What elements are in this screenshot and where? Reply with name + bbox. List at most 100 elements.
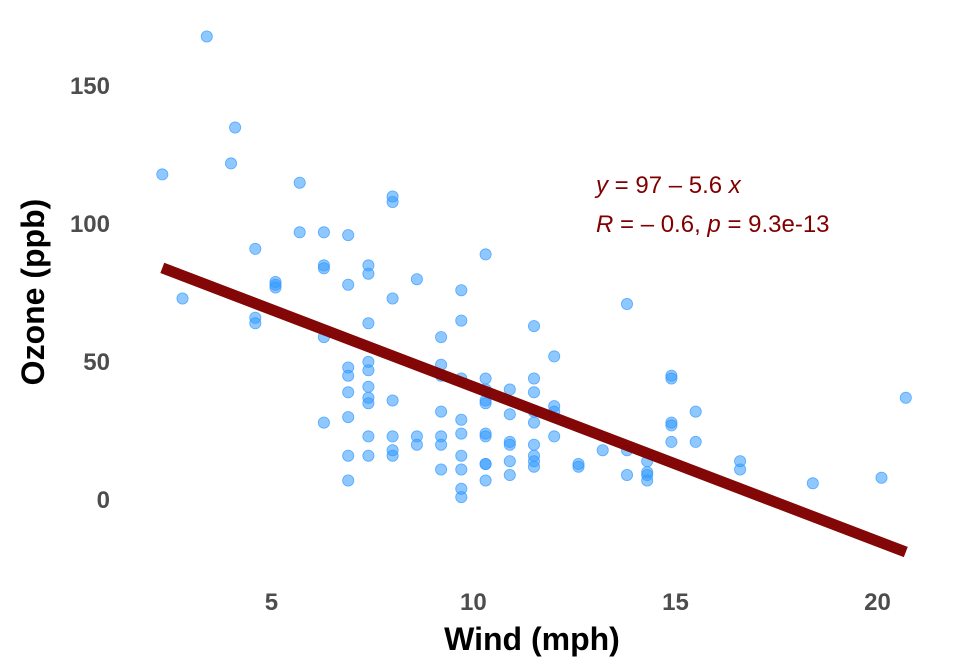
data-point — [479, 457, 492, 470]
data-point — [362, 267, 375, 280]
data-point — [621, 297, 634, 310]
data-point — [229, 121, 242, 134]
y-tick-label: 100 — [70, 211, 110, 238]
data-point — [410, 438, 423, 451]
data-point — [362, 449, 375, 462]
data-point — [665, 372, 678, 385]
data-point — [548, 350, 561, 363]
data-point — [528, 416, 541, 429]
data-point — [176, 292, 189, 305]
stats-r-symbol: R — [596, 211, 613, 238]
data-point — [455, 413, 468, 426]
data-point — [317, 226, 330, 239]
data-point — [293, 226, 306, 239]
data-point — [342, 229, 355, 242]
data-point — [455, 449, 468, 462]
data-point — [249, 242, 262, 255]
data-point — [249, 317, 262, 330]
data-point — [479, 248, 492, 261]
data-point — [528, 438, 541, 451]
data-point — [386, 394, 399, 407]
data-point — [156, 168, 169, 181]
data-point — [806, 477, 819, 490]
data-point — [362, 317, 375, 330]
stats-r-value: = – 0.6, — [613, 211, 707, 238]
data-point — [386, 195, 399, 208]
data-point — [875, 471, 888, 484]
data-point — [362, 430, 375, 443]
data-point — [342, 386, 355, 399]
x-axis-title: Wind (mph) — [444, 621, 620, 657]
y-axis-ticks: 0 50 100 150 — [70, 73, 110, 514]
x-tick-label: 15 — [662, 589, 689, 616]
data-point — [528, 372, 541, 385]
stats-p-symbol: p — [706, 211, 720, 238]
data-point — [435, 405, 448, 418]
y-tick-label: 0 — [97, 487, 110, 514]
data-point — [596, 444, 609, 457]
regression-equation: y = 97 – 5.6 x — [594, 172, 742, 199]
data-point — [455, 491, 468, 504]
data-point — [665, 435, 678, 448]
data-point — [455, 314, 468, 327]
eq-y-symbol: y — [594, 172, 610, 199]
regression-stats: R = – 0.6, p = 9.3e-13 — [596, 211, 830, 238]
data-point — [342, 369, 355, 382]
data-point — [342, 474, 355, 487]
data-point — [479, 372, 492, 385]
data-point — [528, 460, 541, 473]
data-point — [479, 474, 492, 487]
data-point — [572, 460, 585, 473]
stats-p-value: = 9.3e-13 — [721, 211, 830, 238]
data-point — [665, 419, 678, 432]
data-point — [503, 468, 516, 481]
eq-body: = 97 – 5.6 — [608, 172, 729, 199]
x-axis-ticks: 5 10 15 20 — [265, 589, 891, 616]
data-point — [342, 278, 355, 291]
data-point — [503, 408, 516, 421]
x-tick-label: 20 — [864, 589, 891, 616]
y-axis-title: Ozone (ppb) — [15, 199, 51, 386]
data-point — [293, 176, 306, 189]
regression-line — [160, 262, 908, 558]
data-point — [317, 262, 330, 275]
data-point — [386, 292, 399, 305]
data-point — [317, 416, 330, 429]
data-point — [479, 430, 492, 443]
data-point — [362, 397, 375, 410]
data-point — [621, 468, 634, 481]
points-layer — [156, 30, 912, 504]
x-tick-label: 5 — [265, 589, 278, 616]
data-point — [435, 331, 448, 344]
data-point — [528, 386, 541, 399]
data-point — [200, 30, 213, 43]
data-point — [386, 449, 399, 462]
data-point — [269, 281, 282, 294]
y-tick-label: 50 — [83, 349, 110, 376]
data-point — [641, 474, 654, 487]
data-point — [435, 463, 448, 476]
data-point — [479, 397, 492, 410]
data-point — [503, 438, 516, 451]
data-point — [689, 435, 702, 448]
y-tick-label: 150 — [70, 73, 110, 100]
data-point — [342, 411, 355, 424]
eq-x-symbol: x — [728, 172, 742, 199]
data-point — [410, 273, 423, 286]
data-point — [689, 405, 702, 418]
data-point — [386, 430, 399, 443]
data-point — [455, 427, 468, 440]
data-point — [548, 430, 561, 443]
data-point — [899, 391, 912, 404]
data-point — [362, 380, 375, 393]
data-point — [224, 157, 237, 170]
data-point — [435, 438, 448, 451]
data-point — [455, 284, 468, 297]
data-point — [503, 455, 516, 468]
data-point — [528, 320, 541, 333]
data-point — [455, 463, 468, 476]
data-point — [342, 449, 355, 462]
data-point — [734, 463, 747, 476]
x-tick-label: 10 — [460, 589, 487, 616]
